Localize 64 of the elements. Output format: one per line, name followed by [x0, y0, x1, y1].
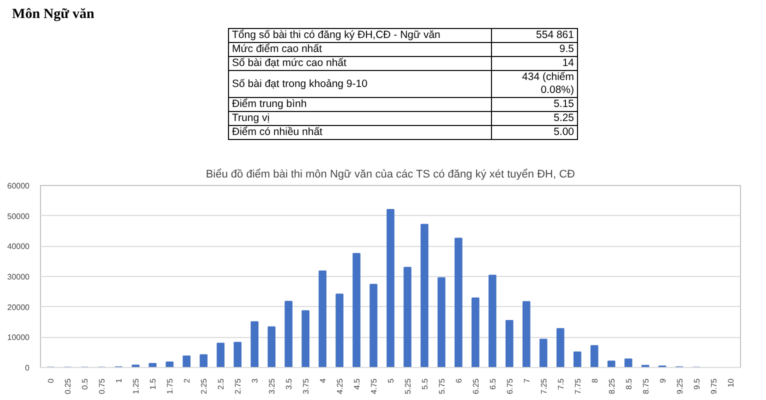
- x-tick-label: 1.25: [132, 378, 141, 394]
- x-tick-label: 2: [182, 378, 192, 383]
- text: 5.00: [492, 126, 578, 140]
- x-tick-label: 5.75: [437, 378, 446, 394]
- x-tick-label: 3.25: [268, 378, 277, 394]
- text: Điểm có nhiều nhất: [228, 126, 492, 140]
- x-tick-label: 9.75: [709, 378, 718, 394]
- y-tick-label: 30000: [7, 272, 30, 282]
- x-tick-label: 7.5: [556, 378, 566, 390]
- text: Mức điểm cao nhất: [228, 42, 492, 56]
- x-tick-label: 0.25: [64, 378, 73, 394]
- x-tick-label: 1.5: [148, 378, 158, 390]
- x-tick-label: 1.75: [166, 378, 175, 394]
- text: 14: [492, 56, 578, 70]
- text: 5.25: [492, 112, 578, 126]
- x-tick-label: 7: [522, 378, 532, 383]
- x-tick-label: 8.5: [624, 378, 634, 390]
- x-tick-label: 0.5: [80, 378, 90, 390]
- x-tick-label: 7.75: [573, 378, 582, 394]
- text: Trung vị: [228, 112, 492, 126]
- text: Số bài đạt mức cao nhất: [228, 56, 492, 70]
- x-tick-label: 2.75: [234, 378, 243, 394]
- x-tick-label: 6: [454, 378, 464, 383]
- x-tick-label: 3.5: [284, 378, 294, 390]
- x-tick-label: 8.75: [641, 378, 650, 394]
- x-tick-label: 5.5: [420, 378, 430, 390]
- x-tick-label: 8.25: [607, 378, 616, 394]
- text: Tổng số bài thi có đăng ký ĐH,CĐ - Ngữ văn: [228, 28, 492, 42]
- x-tick-label: 6.75: [505, 378, 514, 394]
- x-tick-label: 4.75: [370, 378, 379, 394]
- y-tick-label: 10000: [7, 333, 30, 342]
- x-tick-label: 6.5: [488, 378, 498, 390]
- y-tick-label: 60000: [7, 182, 30, 190]
- text: 5.15: [492, 98, 578, 112]
- x-tick-label: 7.25: [539, 378, 548, 394]
- x-tick-label: 1: [114, 378, 124, 383]
- x-tick-label: 10: [726, 378, 736, 388]
- text: Môn Ngữ văn: [12, 7, 94, 22]
- chart-title: Biểu đồ điểm bài thi môn Ngữ văn của các TS có đăng ký xét tuyển ĐH, CĐ: [206, 168, 576, 180]
- x-tick-label: 0.75: [98, 378, 107, 394]
- y-tick-label: 20000: [7, 302, 30, 312]
- x-tick-label: 6.25: [471, 378, 480, 394]
- x-tick-label: 3: [250, 378, 260, 383]
- x-tick-label: 9: [658, 378, 668, 383]
- y-tick-label: 50000: [7, 212, 30, 221]
- text: Số bài đạt trong khoảng 9-10: [228, 70, 492, 98]
- y-tick-label: 40000: [7, 242, 30, 252]
- x-tick-label: 2.5: [216, 378, 226, 390]
- x-tick-label: 3.75: [302, 378, 311, 394]
- text: 9.5: [492, 42, 578, 56]
- x-tick-label: 2.25: [200, 378, 209, 394]
- text: 554 861: [492, 28, 578, 42]
- x-tick-label: 8: [590, 378, 600, 383]
- text: 434 (chiếm 0.08%): [492, 70, 578, 98]
- x-tick-label: 9.25: [675, 378, 684, 394]
- x-tick-label: 0: [46, 378, 56, 383]
- x-tick-label: 5: [386, 378, 396, 383]
- x-tick-label: 4.25: [336, 378, 345, 394]
- text: Điểm trung bình: [228, 98, 492, 112]
- x-tick-label: 9.5: [692, 378, 702, 390]
- x-tick-label: 5.25: [403, 378, 412, 394]
- x-tick-label: 4.5: [352, 378, 362, 390]
- y-tick-label: 0: [25, 364, 30, 372]
- x-tick-label: 4: [318, 378, 328, 383]
